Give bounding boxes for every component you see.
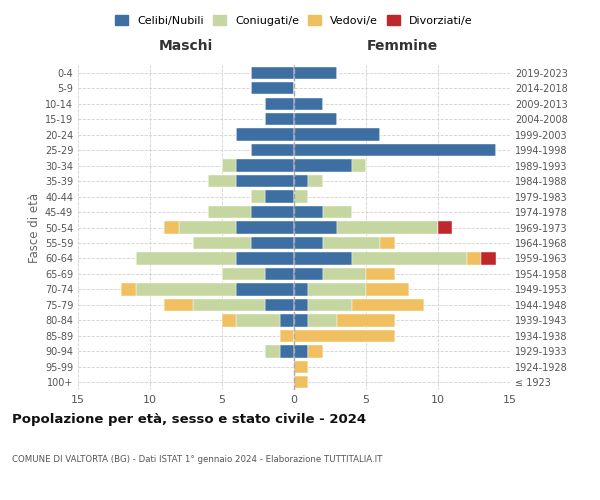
Bar <box>251 82 294 94</box>
Bar <box>265 298 294 311</box>
Bar <box>352 252 467 264</box>
Bar <box>136 283 236 296</box>
Bar <box>294 113 337 126</box>
Bar <box>337 314 395 326</box>
Bar <box>294 190 308 202</box>
Bar <box>280 330 294 342</box>
Bar <box>294 283 308 296</box>
Bar <box>308 314 337 326</box>
Bar <box>265 268 294 280</box>
Bar <box>280 314 294 326</box>
Bar <box>265 190 294 202</box>
Y-axis label: Fasce di età: Fasce di età <box>28 192 41 262</box>
Bar <box>236 128 294 141</box>
Bar <box>193 237 251 249</box>
Bar <box>236 252 294 264</box>
Bar <box>251 190 265 202</box>
Bar <box>251 144 294 156</box>
Bar <box>481 252 496 264</box>
Bar <box>294 206 323 218</box>
Bar <box>467 252 481 264</box>
Bar <box>308 345 323 358</box>
Bar <box>251 237 294 249</box>
Bar <box>294 222 337 234</box>
Text: Popolazione per età, sesso e stato civile - 2024: Popolazione per età, sesso e stato civil… <box>12 412 366 426</box>
Bar <box>366 268 395 280</box>
Legend: Celibi/Nubili, Coniugati/e, Vedovi/e, Divorziati/e: Celibi/Nubili, Coniugati/e, Vedovi/e, Di… <box>112 12 476 29</box>
Bar <box>294 314 308 326</box>
Bar <box>265 98 294 110</box>
Bar <box>164 298 193 311</box>
Bar <box>236 175 294 188</box>
Bar <box>222 314 236 326</box>
Bar <box>294 252 352 264</box>
Bar <box>323 206 352 218</box>
Bar <box>265 345 280 358</box>
Text: Femmine: Femmine <box>367 38 437 52</box>
Bar <box>294 128 380 141</box>
Bar <box>380 237 395 249</box>
Bar <box>308 283 366 296</box>
Text: Maschi: Maschi <box>159 38 213 52</box>
Text: COMUNE DI VALTORTA (BG) - Dati ISTAT 1° gennaio 2024 - Elaborazione TUTTITALIA.I: COMUNE DI VALTORTA (BG) - Dati ISTAT 1° … <box>12 455 382 464</box>
Bar <box>208 206 251 218</box>
Bar <box>366 283 409 296</box>
Bar <box>121 283 136 296</box>
Bar <box>294 376 308 388</box>
Bar <box>251 206 294 218</box>
Bar <box>208 175 236 188</box>
Bar <box>294 175 308 188</box>
Bar <box>323 268 366 280</box>
Bar <box>236 222 294 234</box>
Bar <box>193 298 265 311</box>
Bar <box>294 360 308 373</box>
Bar <box>164 222 179 234</box>
Bar <box>294 144 496 156</box>
Bar <box>323 237 380 249</box>
Bar <box>236 283 294 296</box>
Bar <box>308 175 323 188</box>
Bar <box>236 160 294 172</box>
Bar <box>222 160 236 172</box>
Bar <box>280 345 294 358</box>
Bar <box>352 298 424 311</box>
Bar <box>294 66 337 79</box>
Bar <box>265 113 294 126</box>
Bar <box>438 222 452 234</box>
Bar <box>294 330 395 342</box>
Bar <box>294 237 323 249</box>
Bar <box>294 98 323 110</box>
Bar <box>294 160 352 172</box>
Bar <box>308 298 352 311</box>
Bar <box>251 66 294 79</box>
Bar <box>352 160 366 172</box>
Bar <box>294 268 323 280</box>
Bar <box>236 314 280 326</box>
Bar <box>179 222 236 234</box>
Bar <box>222 268 265 280</box>
Bar <box>294 345 308 358</box>
Bar <box>294 298 308 311</box>
Bar <box>136 252 236 264</box>
Bar <box>337 222 438 234</box>
